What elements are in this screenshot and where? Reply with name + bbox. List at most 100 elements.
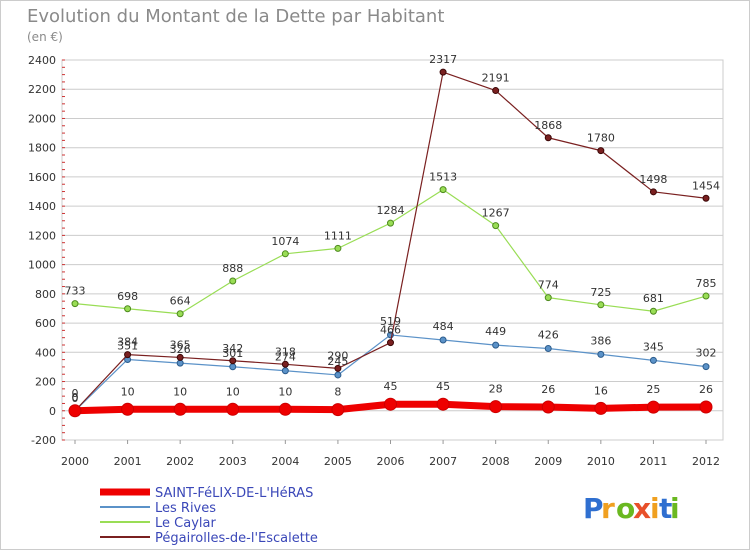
data-point <box>439 68 447 76</box>
data-point <box>281 360 289 368</box>
data-label: 384 <box>117 336 138 349</box>
data-label: 1868 <box>534 119 562 132</box>
x-tick-label: 2002 <box>166 455 194 468</box>
y-tick-label: 1200 <box>28 229 56 242</box>
data-label: 318 <box>275 345 296 358</box>
x-tick-label: 2008 <box>482 455 510 468</box>
data-point <box>121 402 135 416</box>
data-label: 725 <box>590 286 611 299</box>
data-point <box>281 367 289 375</box>
logo-letter: i <box>670 492 680 525</box>
data-point <box>649 356 657 364</box>
data-point <box>544 345 552 353</box>
data-point <box>334 244 342 252</box>
data-point <box>649 307 657 315</box>
data-point <box>176 310 184 318</box>
data-label: 10 <box>226 385 240 398</box>
data-label: 1284 <box>377 204 405 217</box>
proxiti-logo: Pr oxi ti <box>583 492 680 525</box>
data-label: 1454 <box>692 179 720 192</box>
data-label: 2317 <box>429 53 457 66</box>
data-label: 386 <box>590 334 611 347</box>
data-label: 16 <box>594 384 608 397</box>
legend-item-le-caylar: Le Caylar <box>100 516 216 531</box>
y-tick-label: 2400 <box>28 54 56 67</box>
series-les-rives <box>71 331 710 415</box>
legend-item-pegairolles: Pégairolles-de-l'Escalette <box>100 531 318 546</box>
data-label: 326 <box>170 343 191 356</box>
logo-letter: o <box>616 492 635 525</box>
data-point <box>541 400 555 414</box>
logo-letter: t <box>659 492 672 525</box>
data-label: 698 <box>117 290 138 303</box>
data-point <box>387 339 394 347</box>
data-label: 519 <box>380 315 401 328</box>
data-point <box>489 400 503 414</box>
data-point <box>71 300 79 308</box>
data-label: 45 <box>436 380 450 393</box>
logo-letter: i <box>650 492 660 525</box>
logo-letter: r <box>601 492 615 525</box>
data-label: 274 <box>275 351 296 364</box>
data-label: 8 <box>334 386 341 399</box>
legend-label: Les Rives <box>155 501 216 516</box>
data-label: 888 <box>222 262 243 275</box>
x-tick-label: 2011 <box>639 455 667 468</box>
y-tick-label: 800 <box>35 288 56 301</box>
data-label: 10 <box>173 385 187 398</box>
data-label: 1513 <box>429 171 457 184</box>
data-label: 342 <box>222 342 243 355</box>
data-point <box>597 350 605 358</box>
data-point <box>492 222 500 230</box>
data-point <box>384 397 397 411</box>
data-point <box>334 364 342 372</box>
data-label: 1111 <box>324 229 352 242</box>
logo-letter: P <box>583 492 604 525</box>
x-tick-label: 2003 <box>219 455 247 468</box>
data-point <box>176 353 184 361</box>
data-point <box>492 341 500 349</box>
data-point <box>702 194 710 202</box>
data-point <box>176 359 184 367</box>
series-le-caylar <box>71 186 710 318</box>
logo-letter: x <box>633 492 651 525</box>
data-label: 302 <box>696 347 717 360</box>
x-tick-label: 2006 <box>377 455 405 468</box>
legend-label: Le Caylar <box>155 516 216 531</box>
x-tick-label: 2010 <box>587 455 615 468</box>
y-tick-label: -200 <box>31 434 56 447</box>
data-label: 290 <box>327 349 348 362</box>
y-tick-label: 600 <box>35 317 56 330</box>
data-point <box>699 400 713 414</box>
data-point <box>281 250 289 258</box>
data-point <box>436 397 450 411</box>
data-label: 26 <box>699 383 713 396</box>
series-line <box>74 71 707 412</box>
data-point <box>439 186 447 194</box>
data-label: 484 <box>433 320 454 333</box>
data-point <box>226 402 240 416</box>
x-tick-label: 2007 <box>429 455 457 468</box>
data-point <box>439 336 447 344</box>
data-label: 351 <box>117 339 138 352</box>
data-label: 301 <box>222 347 243 360</box>
data-point <box>229 357 237 365</box>
y-tick-label: 1800 <box>28 142 56 155</box>
data-label: 45 <box>384 380 398 393</box>
data-labels-les-rives: 0 351 326 301 274 245 519 484 449 426 386 345 302 <box>72 315 717 404</box>
data-labels-le-caylar: 733 698 664 888 1074 1111 1284 1513 1267 774 725 68… <box>65 171 717 308</box>
data-point <box>544 294 552 302</box>
series-pegairolles <box>71 68 710 415</box>
legend-item-les-rives: Les Rives <box>100 501 216 516</box>
data-label: 28 <box>489 383 503 396</box>
data-point <box>278 402 292 416</box>
data-labels-saint-felix: 0 10 10 10 10 8 45 45 28 26 16 25 26 <box>72 380 714 400</box>
data-label: 449 <box>485 325 506 338</box>
x-tick-label: 2012 <box>692 455 720 468</box>
data-label: 0 <box>72 387 79 400</box>
data-label: 365 <box>170 338 191 351</box>
x-tick-label: 2004 <box>271 455 299 468</box>
data-label: 10 <box>278 385 292 398</box>
